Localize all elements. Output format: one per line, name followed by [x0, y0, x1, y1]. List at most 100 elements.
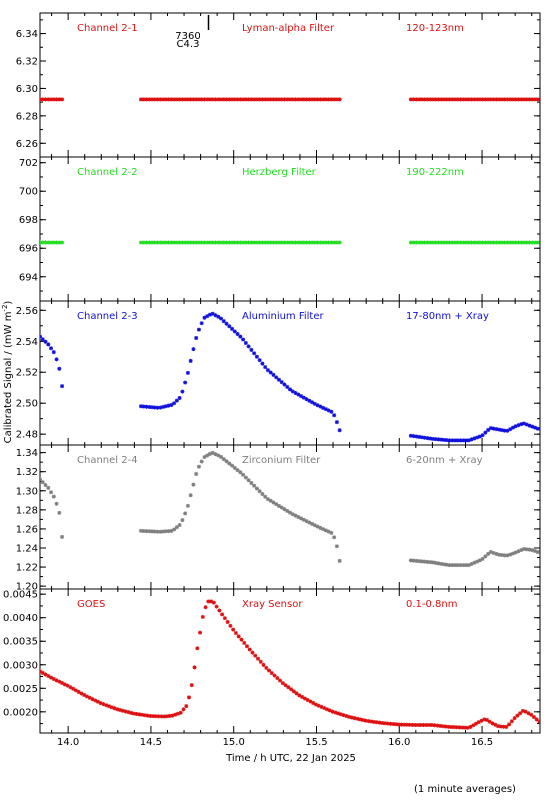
data-point [461, 97, 466, 102]
data-point [433, 560, 438, 565]
data-point [460, 725, 465, 730]
data-point [535, 240, 540, 245]
data-point [178, 710, 183, 715]
data-point [521, 240, 526, 245]
data-point [43, 672, 48, 677]
data-point [334, 544, 339, 549]
data-point [419, 240, 424, 245]
data-point [271, 500, 276, 505]
data-point [499, 97, 504, 102]
data-point [68, 685, 73, 690]
data-point [499, 553, 504, 558]
panel-2-label-1: Channel 2-2 [77, 167, 138, 178]
data-point [73, 688, 78, 693]
y-tick-label: 700 [19, 187, 38, 198]
footnote-text: (1 minute averages) [414, 784, 516, 795]
data-point [461, 438, 466, 443]
data-point [285, 508, 290, 513]
data-point [285, 97, 290, 102]
data-point [112, 706, 117, 711]
data-point [246, 344, 251, 349]
data-point [225, 620, 230, 624]
data-point [524, 422, 529, 427]
data-point [315, 240, 320, 245]
x-axis-title: Time / h UTC, 22 Jan 2025 [225, 753, 356, 764]
data-point [315, 97, 320, 102]
data-point [533, 97, 538, 102]
data-point [438, 723, 443, 728]
data-point [282, 97, 287, 102]
data-point [450, 438, 455, 443]
data-point [118, 708, 123, 713]
data-point [141, 528, 146, 533]
y-tick-label: 6.30 [16, 84, 38, 95]
data-point [341, 713, 346, 718]
data-point [54, 678, 59, 683]
data-point [530, 548, 535, 553]
data-point [169, 240, 174, 245]
data-point [349, 715, 354, 720]
data-point [263, 365, 268, 370]
data-point [505, 240, 510, 245]
data-point [224, 459, 229, 464]
data-point [54, 240, 59, 245]
data-point [252, 351, 257, 356]
data-point [414, 434, 419, 439]
data-point [241, 337, 246, 342]
data-point [174, 240, 179, 245]
data-point [232, 240, 237, 245]
data-point [196, 240, 201, 245]
data-point [282, 240, 287, 245]
panel-2-frame [39, 156, 541, 302]
data-point [230, 240, 235, 245]
data-point [507, 722, 512, 727]
data-point [537, 719, 540, 724]
data-point [209, 599, 214, 604]
data-point [265, 497, 270, 502]
data-point [205, 314, 210, 319]
data-point [304, 240, 309, 245]
data-point [450, 563, 455, 568]
data-point [183, 240, 188, 245]
data-point [205, 240, 210, 245]
data-point [163, 97, 168, 102]
data-point [249, 480, 254, 485]
data-point [188, 358, 193, 363]
data-point [188, 493, 193, 498]
data-point [435, 723, 440, 728]
data-point [447, 563, 452, 568]
data-point [155, 405, 160, 410]
data-point [60, 97, 65, 102]
data-point [49, 97, 54, 102]
data-point [184, 704, 189, 709]
y-tick-label: 1.28 [16, 505, 38, 516]
data-point [476, 720, 481, 725]
data-point [249, 97, 254, 102]
data-point [304, 519, 309, 524]
data-point [161, 404, 166, 409]
data-point [486, 97, 491, 102]
data-point [250, 650, 255, 655]
data-point [57, 510, 62, 515]
panel-2-series [40, 240, 540, 245]
data-point [444, 240, 449, 245]
data-point [464, 97, 469, 102]
data-point [46, 97, 51, 102]
data-point [216, 97, 221, 102]
data-point [512, 716, 517, 721]
data-point [377, 720, 382, 725]
data-point [318, 404, 323, 409]
data-point [439, 97, 444, 102]
data-point [43, 240, 48, 245]
data-point [382, 721, 387, 726]
data-point [230, 97, 235, 102]
data-point [396, 722, 401, 727]
data-point [458, 563, 463, 568]
data-point [219, 97, 224, 102]
data-point [473, 721, 478, 726]
data-point [501, 724, 506, 729]
x-tick-label: 15.0 [223, 737, 245, 748]
data-point [428, 240, 433, 245]
data-point [167, 713, 172, 718]
y-tick-label: 1.22 [16, 563, 38, 574]
